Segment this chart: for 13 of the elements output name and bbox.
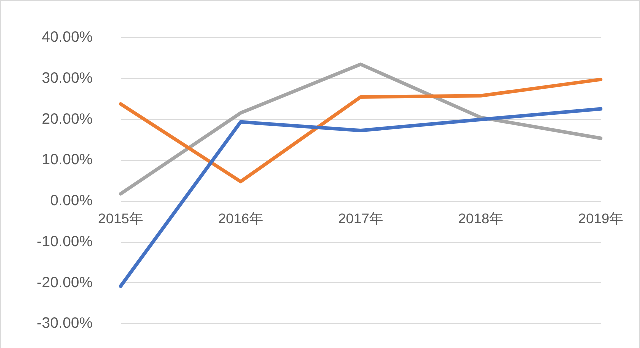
y-tick-label: 40.00%	[42, 29, 93, 46]
x-tick-label: 2015年	[98, 210, 144, 227]
y-tick-label: -30.00%	[36, 315, 93, 332]
y-tick-label: -10.00%	[36, 233, 93, 250]
y-tick-label: 10.00%	[42, 152, 93, 169]
y-tick-label: 30.00%	[42, 70, 93, 87]
x-tick-label: 2019年	[578, 210, 624, 227]
x-tick-label: 2018年	[458, 210, 504, 227]
x-tick-label: 2017年	[338, 210, 384, 227]
y-tick-label: 20.00%	[42, 110, 93, 128]
x-tick-label: 2016年	[218, 210, 264, 227]
y-tick-label: 0.00%	[50, 192, 93, 210]
y-tick-label: -20.00%	[36, 274, 93, 292]
